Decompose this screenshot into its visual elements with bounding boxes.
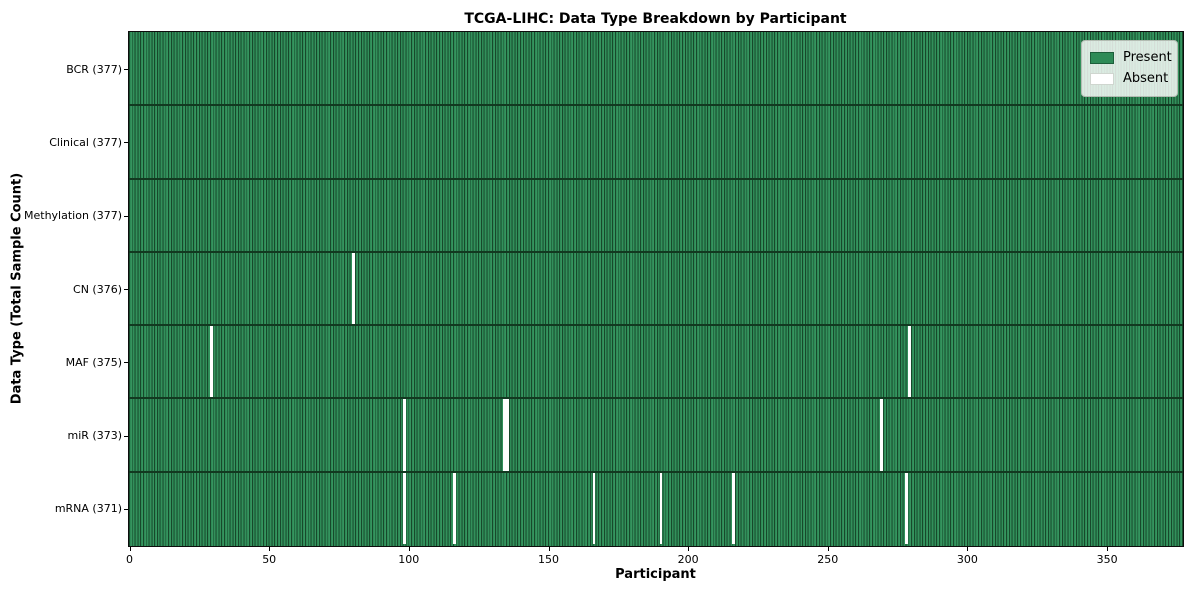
legend-label-absent: Absent xyxy=(1123,70,1169,86)
y-tick-label-cn: CN (376) xyxy=(73,282,122,296)
y-tick-label-mir: miR (373) xyxy=(67,429,123,443)
legend-swatch-present xyxy=(1090,51,1114,64)
absent-gap-mrna-166 xyxy=(592,472,596,544)
legend: Present Absent xyxy=(1081,40,1178,97)
x-tick-mark-250 xyxy=(827,547,829,551)
y-tick-mark-methylation xyxy=(124,215,128,217)
y-tick-mark-mrna xyxy=(124,508,128,510)
y-tick-label-methylation: Methylation (377) xyxy=(24,209,122,223)
x-tick-label-350: 350 xyxy=(1096,552,1118,566)
row-separator xyxy=(129,470,1183,473)
y-tick-label-mrna: mRNA (371) xyxy=(54,502,122,516)
row-separator xyxy=(129,397,1183,400)
x-tick-label-250: 250 xyxy=(817,552,839,566)
absent-gap-mir-269 xyxy=(880,399,884,471)
y-tick-mark-clinical xyxy=(124,142,128,144)
y-axis-label: Data Type (Total Sample Count) xyxy=(9,172,25,405)
absent-gap-mrna-190 xyxy=(659,472,663,544)
x-tick-mark-100 xyxy=(408,547,410,551)
row-separator xyxy=(129,250,1183,253)
x-tick-mark-150 xyxy=(548,547,550,551)
x-tick-mark-0 xyxy=(129,547,131,551)
row-separator xyxy=(129,104,1183,107)
y-tick-label-maf: MAF (375) xyxy=(65,355,122,369)
plot-area: Present Absent xyxy=(128,31,1184,547)
absent-gap-mir-135 xyxy=(506,399,509,471)
x-tick-label-0: 0 xyxy=(126,552,133,566)
x-tick-label-50: 50 xyxy=(262,552,277,566)
absent-gap-mir-134 xyxy=(503,399,507,471)
legend-entry-present: Present xyxy=(1090,47,1172,68)
legend-swatch-absent xyxy=(1090,72,1114,85)
chart-title: TCGA-LIHC: Data Type Breakdown by Partic… xyxy=(464,11,847,27)
x-tick-mark-50 xyxy=(269,547,271,551)
x-tick-mark-200 xyxy=(688,547,690,551)
x-axis-label: Participant xyxy=(615,567,696,582)
x-tick-label-100: 100 xyxy=(398,552,420,566)
absent-gap-maf-279 xyxy=(908,326,912,398)
absent-gap-mrna-98 xyxy=(402,472,406,544)
x-tick-label-300: 300 xyxy=(956,552,978,566)
legend-label-present: Present xyxy=(1123,49,1172,65)
row-separator xyxy=(129,177,1183,180)
absent-gap-maf-29 xyxy=(210,326,213,398)
absent-gap-mrna-116 xyxy=(453,472,456,544)
y-tick-mark-mir xyxy=(124,435,128,437)
y-tick-mark-maf xyxy=(124,362,128,364)
x-tick-mark-350 xyxy=(1107,547,1109,551)
y-tick-mark-bcr xyxy=(124,69,128,71)
y-tick-mark-cn xyxy=(124,289,128,290)
row-separator xyxy=(129,324,1183,327)
y-tick-label-bcr: BCR (377) xyxy=(66,62,122,76)
x-tick-label-150: 150 xyxy=(538,552,559,566)
absent-gap-cn-80 xyxy=(352,252,356,325)
absent-gap-mrna-216 xyxy=(732,472,736,544)
y-tick-label-clinical: Clinical (377) xyxy=(49,135,122,149)
absent-gap-mrna-278 xyxy=(905,472,909,544)
absent-gap-mir-98 xyxy=(402,399,406,471)
x-tick-label-200: 200 xyxy=(677,552,699,566)
x-tick-mark-300 xyxy=(967,547,969,551)
legend-entry-absent: Absent xyxy=(1090,68,1169,89)
